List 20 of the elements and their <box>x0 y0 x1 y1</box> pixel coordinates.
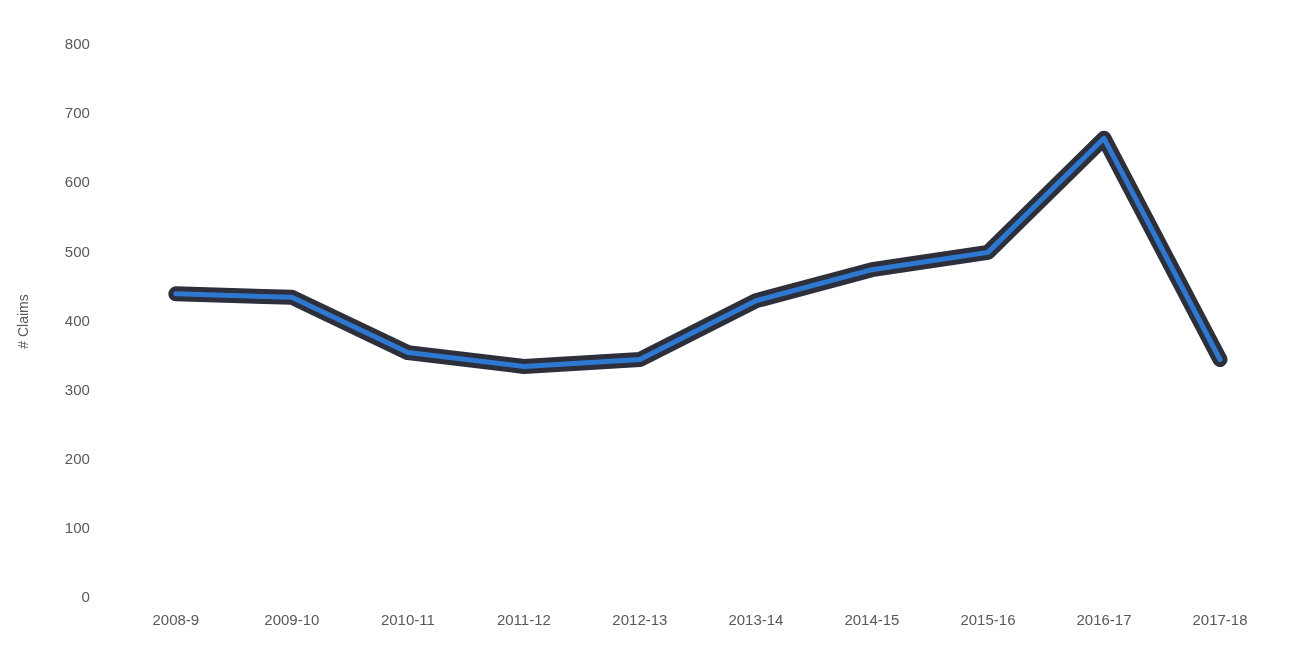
y-tick-label: 500 <box>64 242 90 260</box>
y-tick-label: 700 <box>64 104 90 122</box>
y-tick-label: 400 <box>64 311 90 329</box>
x-tick-label: 2016-17 <box>1076 611 1132 629</box>
y-tick-label: 100 <box>64 519 90 537</box>
x-tick-label: 2009-10 <box>264 611 320 629</box>
y-tick-label: 200 <box>64 449 90 467</box>
y-tick-label: 300 <box>64 380 90 398</box>
x-tick-label: 2011-12 <box>496 611 551 629</box>
y-tick-label: 600 <box>64 173 90 191</box>
y-tick-label: 800 <box>64 35 90 53</box>
x-tick-label: 2017-18 <box>1192 611 1248 629</box>
x-tick-label: 2013-14 <box>728 611 784 629</box>
x-tick-label: 2014-15 <box>844 611 900 629</box>
x-tick-label: 2010-11 <box>380 611 435 629</box>
y-axis-title: # Claims <box>15 294 32 349</box>
x-tick-label: 2008-9 <box>152 611 200 629</box>
x-tick-label: 2015-16 <box>960 611 1016 629</box>
x-tick-label: 2012-13 <box>612 611 668 629</box>
y-tick-label: 0 <box>81 588 90 606</box>
